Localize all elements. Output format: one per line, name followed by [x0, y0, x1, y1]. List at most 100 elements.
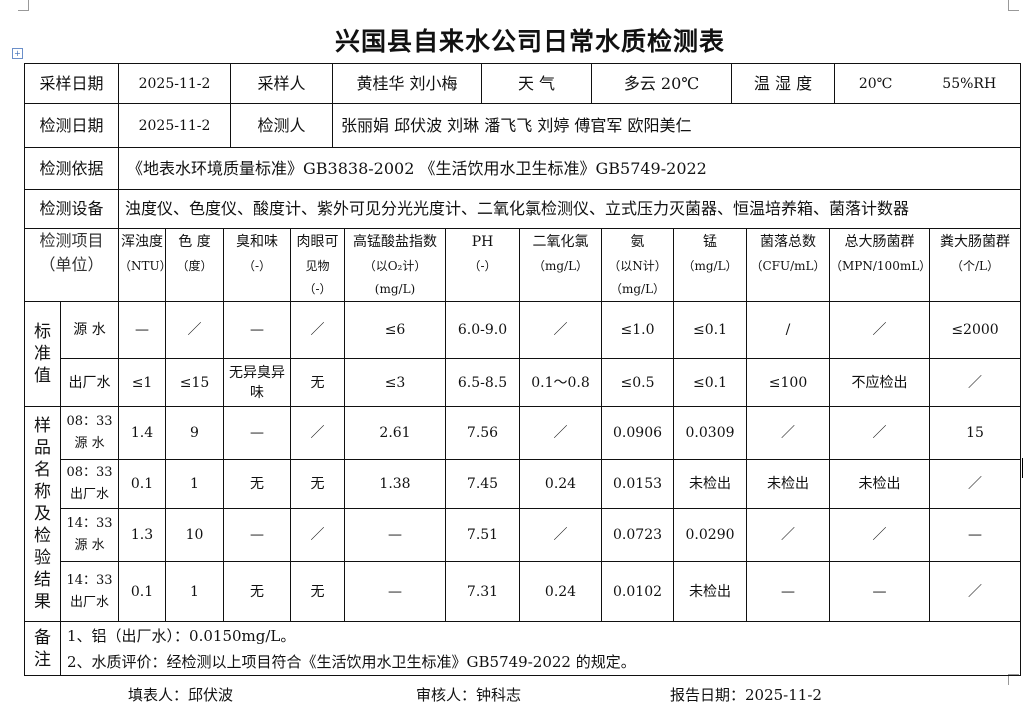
column-header-line: (mg/L)	[374, 282, 416, 296]
standard-value[interactable]: ≤0.5	[601, 358, 675, 407]
column-header-line: （个/L）	[951, 259, 1000, 273]
temp-humidity[interactable]: 20℃ 55%RH	[834, 63, 1021, 104]
standard-value[interactable]: 无	[290, 358, 346, 407]
standard-value[interactable]: 6.5-8.5	[445, 358, 521, 407]
result-value[interactable]: ／	[829, 406, 931, 460]
result-value[interactable]: —	[344, 508, 447, 562]
standard-value[interactable]: 6.0-9.0	[445, 301, 521, 359]
result-value[interactable]: —	[223, 406, 292, 460]
standard-value[interactable]: ≤15	[165, 358, 225, 407]
result-value[interactable]: 0.24	[519, 459, 603, 509]
standard-value[interactable]: ≤3	[344, 358, 447, 407]
report-date: 报告日期：2025-11-2	[670, 686, 822, 704]
result-value[interactable]: 1	[165, 561, 225, 622]
standard-value[interactable]: 无异臭异味	[223, 358, 292, 407]
standard-value[interactable]: ≤1	[118, 358, 167, 407]
column-header: 二氧化氯 （mg/L）	[519, 228, 603, 302]
standard-value[interactable]: ／	[929, 358, 1022, 407]
result-value[interactable]: ／	[746, 406, 831, 460]
equipment[interactable]: 浊度仪、色度仪、酸度计、紫外可见分光光度计、二氧化氯检测仪、立式压力灭菌器、恒温…	[118, 189, 1021, 229]
standard-value[interactable]: ≤6	[344, 301, 447, 359]
result-value[interactable]: 无	[223, 561, 292, 622]
result-value[interactable]: 0.0723	[601, 508, 675, 562]
result-value[interactable]: 0.24	[519, 561, 603, 622]
result-value[interactable]: 9	[165, 406, 225, 460]
result-value[interactable]: 1	[165, 459, 225, 509]
result-value[interactable]: 7.45	[445, 459, 521, 509]
result-value[interactable]: 0.0102	[601, 561, 675, 622]
test-date[interactable]: 2025-11-2	[118, 103, 231, 148]
result-value[interactable]: ／	[929, 561, 1022, 622]
result-value[interactable]: ／	[746, 508, 831, 562]
result-value[interactable]: 1.3	[118, 508, 167, 562]
result-value[interactable]: 无	[290, 561, 346, 622]
result-value[interactable]: 10	[165, 508, 225, 562]
standard-value[interactable]: ≤0.1	[673, 301, 748, 359]
result-value[interactable]: 7.56	[445, 406, 521, 460]
result-value[interactable]: —	[929, 508, 1022, 562]
standard-value[interactable]: 0.1～0.8	[519, 358, 603, 407]
column-header: 高锰酸盐指数 （以O₂计） (mg/L)	[344, 228, 447, 302]
page-corner-mark	[18, 0, 29, 11]
standard-label-cell: 标准值	[24, 301, 61, 407]
sampler[interactable]: 黄桂华 刘小梅	[332, 63, 482, 104]
equipment-label: 检测设备	[24, 189, 119, 229]
result-value[interactable]: —	[746, 561, 831, 622]
standard-value[interactable]: /	[746, 301, 831, 359]
sampling-date[interactable]: 2025-11-2	[118, 63, 231, 104]
result-value[interactable]: 2.61	[344, 406, 447, 460]
item-label: 检测项目	[39, 231, 104, 250]
result-value[interactable]: 0.0153	[601, 459, 675, 509]
result-value[interactable]: 15	[929, 406, 1022, 460]
testers[interactable]: 张丽娟 邱伏波 刘琳 潘飞飞 刘婷 傅官军 欧阳美仁	[332, 103, 1021, 148]
standard-value[interactable]: ／	[829, 301, 931, 359]
table-move-handle-icon[interactable]: +	[12, 48, 23, 59]
result-value[interactable]: ／	[290, 406, 346, 460]
standard-value[interactable]: —	[223, 301, 292, 359]
result-value[interactable]: ／	[290, 508, 346, 562]
result-value[interactable]: 0.0906	[601, 406, 675, 460]
remarks-content[interactable]: 1、铝（出厂水）：0.0150mg/L。 2、水质评价：经检测以上项目符合《生活饮…	[59, 621, 1022, 676]
result-value[interactable]: 7.51	[445, 508, 521, 562]
result-value[interactable]: 0.0309	[673, 406, 748, 460]
result-value[interactable]: 0.1	[118, 561, 167, 622]
result-value[interactable]: —	[223, 508, 292, 562]
weather[interactable]: 多云 20℃	[591, 63, 732, 104]
standard-value[interactable]: ／	[290, 301, 346, 359]
result-value[interactable]: 7.31	[445, 561, 521, 622]
result-value[interactable]: ／	[929, 459, 1022, 509]
result-value[interactable]: ／	[519, 406, 603, 460]
result-value[interactable]: ／	[519, 508, 603, 562]
column-header-line: 高锰酸盐指数	[353, 234, 438, 250]
standard-value[interactable]: —	[118, 301, 167, 359]
result-value[interactable]: 未检出	[829, 459, 931, 509]
result-value[interactable]: 无	[223, 459, 292, 509]
standard-value[interactable]: ／	[519, 301, 603, 359]
result-value[interactable]: 0.1	[118, 459, 167, 509]
result-value[interactable]: —	[829, 561, 931, 622]
sample-time: 14：33	[66, 572, 113, 588]
standard-value[interactable]: ／	[165, 301, 225, 359]
result-value[interactable]: 1.38	[344, 459, 447, 509]
result-value[interactable]: 1.4	[118, 406, 167, 460]
standard-value[interactable]: ≤1.0	[601, 301, 675, 359]
standard-value[interactable]: ≤2000	[929, 301, 1022, 359]
standard-value[interactable]: ≤0.1	[673, 358, 748, 407]
column-header: PH （-）	[445, 228, 521, 302]
unit-label: （单位）	[39, 255, 104, 274]
column-header: 锰 （mg/L）	[673, 228, 748, 302]
basis[interactable]: 《地表水环境质量标准》GB3838-2002 《生活饮用水卫生标准》GB5749…	[118, 147, 1021, 190]
standard-value[interactable]: ≤100	[746, 358, 831, 407]
result-value[interactable]: 0.0290	[673, 508, 748, 562]
result-value[interactable]: 未检出	[746, 459, 831, 509]
result-value[interactable]: ／	[829, 508, 931, 562]
item-unit-header: 检测项目 （单位）	[23, 228, 120, 302]
result-value[interactable]: 未检出	[673, 561, 748, 622]
column-header: 肉眼可 见物 （-）	[290, 228, 346, 302]
standard-value[interactable]: 不应检出	[829, 358, 931, 407]
result-value[interactable]: 未检出	[673, 459, 748, 509]
result-value[interactable]: —	[344, 561, 447, 622]
results-label-cell: 样品名称及检验结果	[24, 406, 61, 622]
result-value[interactable]: 无	[290, 459, 346, 509]
